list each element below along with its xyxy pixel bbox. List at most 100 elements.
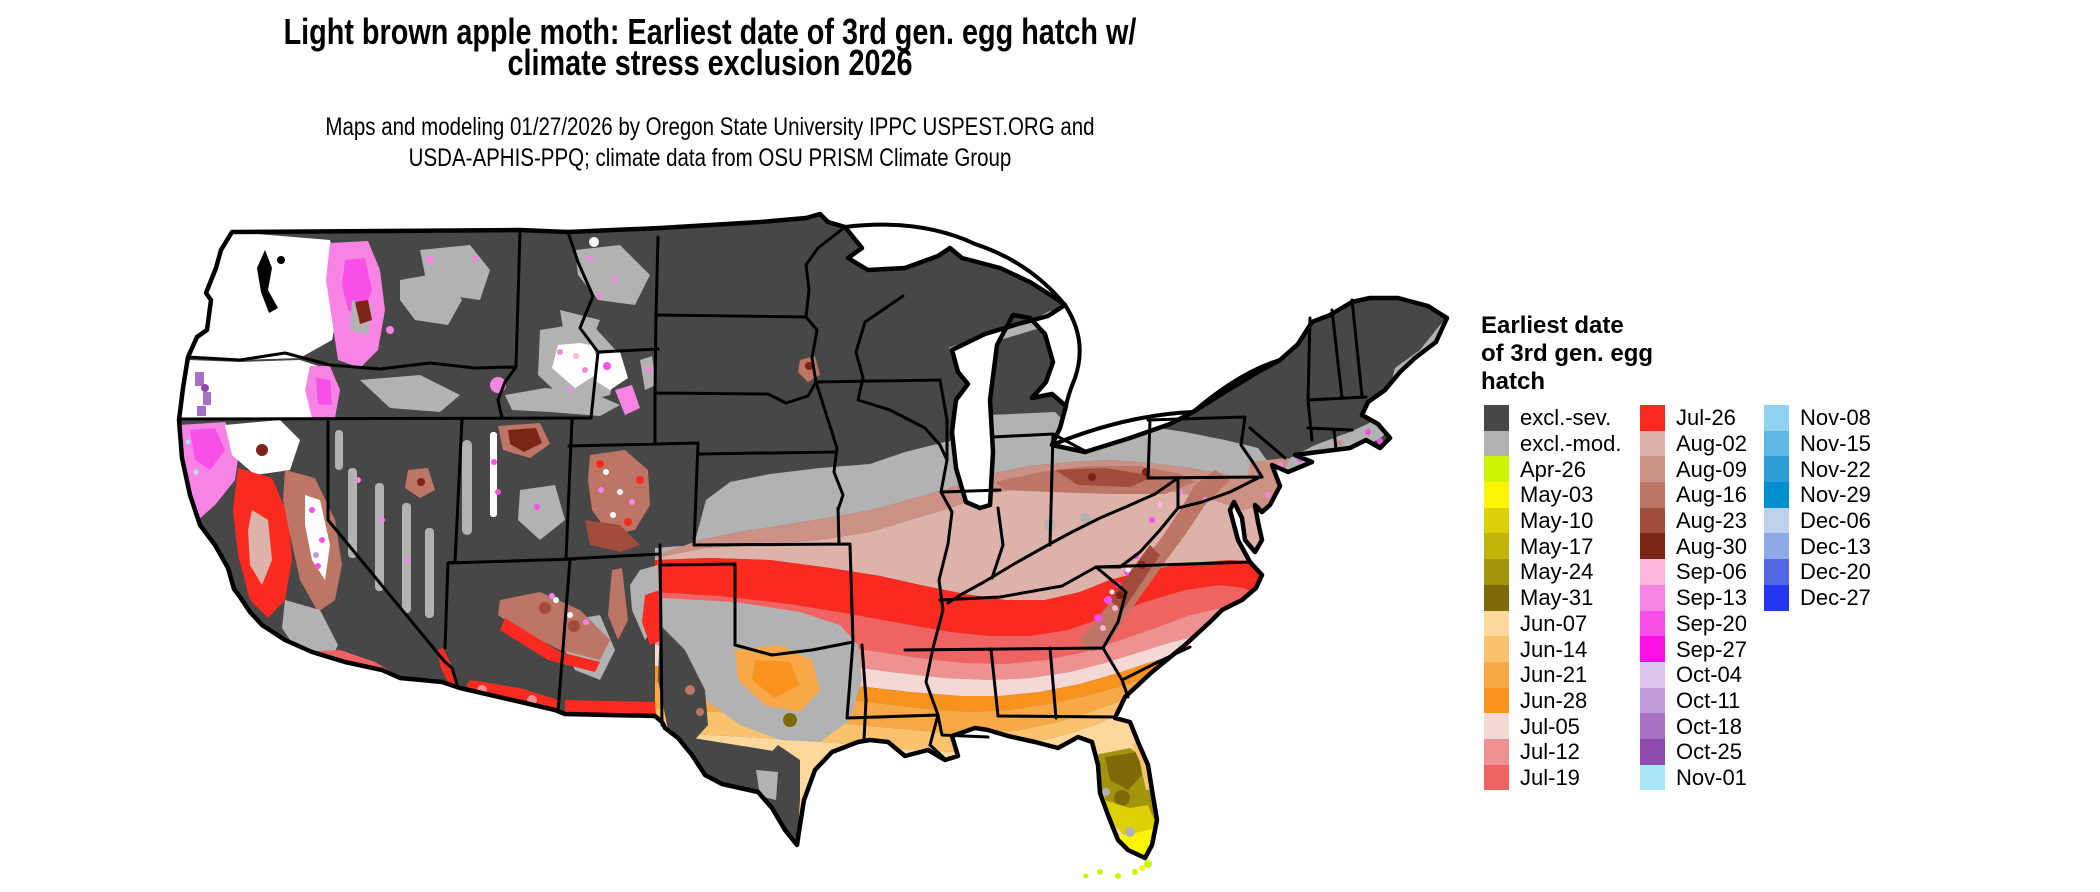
legend-swatch bbox=[1640, 687, 1665, 714]
legend-label: Jul-05 bbox=[1520, 713, 1580, 739]
legend-item: Jun-28 bbox=[1484, 687, 1621, 714]
legend-item: Jul-05 bbox=[1484, 713, 1621, 739]
legend-swatch bbox=[1640, 610, 1665, 637]
legend-swatch bbox=[1484, 738, 1509, 765]
legend-label: Apr-26 bbox=[1520, 456, 1587, 482]
legend-label: May-17 bbox=[1520, 533, 1594, 559]
legend-label: Dec-06 bbox=[1800, 508, 1871, 534]
legend-label: Jul-26 bbox=[1676, 405, 1736, 431]
legend-item: excl.-sev. bbox=[1484, 405, 1621, 431]
legend-item: Aug-16 bbox=[1640, 482, 1747, 508]
legend-label: Jun-07 bbox=[1520, 610, 1588, 636]
legend-swatch bbox=[1640, 456, 1665, 483]
legend-label: Nov-08 bbox=[1800, 405, 1871, 431]
legend-item: Sep-13 bbox=[1640, 584, 1747, 611]
legend-swatch bbox=[1484, 430, 1509, 457]
region-mt-magenta bbox=[587, 255, 618, 299]
region-texas-orange-core bbox=[752, 660, 800, 698]
legend-swatch bbox=[1484, 456, 1509, 483]
region-az-magenta bbox=[549, 593, 589, 625]
region-south-texas-gray-core bbox=[756, 770, 778, 800]
legend-item: May-17 bbox=[1484, 533, 1621, 560]
region-jun21-band bbox=[655, 670, 1165, 734]
legend-label: Nov-01 bbox=[1676, 764, 1747, 790]
legend-label: May-10 bbox=[1520, 508, 1594, 534]
legend-item: Aug-02 bbox=[1640, 430, 1747, 457]
region-jul05-band bbox=[655, 632, 1235, 696]
legend-item: Aug-09 bbox=[1640, 456, 1747, 483]
legend-label: Aug-02 bbox=[1676, 431, 1747, 457]
legend-swatch bbox=[1764, 559, 1789, 585]
legend-label: excl.-mod. bbox=[1520, 431, 1622, 457]
region-utah-magenta-dots bbox=[491, 459, 540, 510]
region-west-texas-dark bbox=[658, 625, 708, 745]
legend-item: Oct-18 bbox=[1640, 713, 1747, 739]
state-borders bbox=[177, 225, 1368, 760]
region-norcal-skyblue-dots bbox=[185, 439, 199, 475]
legend-label: Dec-13 bbox=[1800, 533, 1871, 559]
legend-swatch bbox=[1484, 610, 1509, 637]
florida-keys-apr26 bbox=[1083, 860, 1152, 879]
legend-swatch bbox=[1640, 713, 1665, 739]
legend-item: May-10 bbox=[1484, 507, 1621, 534]
legend-column-3: Nov-08 Nov-15 Nov-22 Nov-29 Dec-06 Dec-13 Dec-… bbox=[1764, 405, 1871, 611]
legend-label: Oct-11 bbox=[1676, 687, 1741, 713]
legend-label: Sep-13 bbox=[1676, 585, 1747, 611]
region-utah-gray bbox=[462, 440, 565, 540]
legend-item: Nov-22 bbox=[1764, 456, 1871, 483]
region-west-oregon-white bbox=[179, 360, 322, 419]
legend-item: Aug-30 bbox=[1640, 533, 1747, 560]
region-az-white-dots bbox=[553, 597, 573, 618]
legend-item: May-31 bbox=[1484, 584, 1621, 611]
legend-item: Nov-15 bbox=[1764, 430, 1871, 457]
region-florida-jun14-eastcoast bbox=[1132, 742, 1152, 790]
legend-item: Sep-27 bbox=[1640, 636, 1747, 662]
legend-item: Nov-01 bbox=[1640, 764, 1747, 791]
region-ohio-valley-aug23 bbox=[1055, 468, 1155, 487]
region-nm-red-east bbox=[642, 590, 662, 645]
legend-item: Dec-13 bbox=[1764, 533, 1871, 560]
legend-label: Nov-29 bbox=[1800, 482, 1871, 508]
region-mogollon-aug16 bbox=[498, 592, 610, 660]
legend-label: May-03 bbox=[1520, 482, 1594, 508]
region-appalachia-pink-specks bbox=[1100, 502, 1163, 631]
legend-label: excl.-sev. bbox=[1520, 405, 1612, 431]
region-yellowstone-white bbox=[592, 352, 628, 390]
region-sanjuan-aug23 bbox=[585, 520, 640, 552]
region-yellowstone-sep20 bbox=[603, 362, 611, 370]
legend-item: Apr-26 bbox=[1484, 456, 1621, 483]
legend-swatch bbox=[1640, 636, 1665, 662]
map-fill-layers bbox=[179, 214, 1447, 858]
legend-swatch bbox=[1484, 636, 1509, 662]
region-nj-brown-wedge bbox=[1248, 458, 1312, 512]
legend-swatch bbox=[1640, 584, 1665, 611]
region-sierra-magenta bbox=[309, 507, 325, 569]
legend-item: Jul-26 bbox=[1640, 405, 1747, 431]
legend-title-line: of 3rd gen. egg bbox=[1481, 340, 1654, 367]
region-wasatch-white bbox=[490, 432, 497, 517]
page-title: Light brown apple moth: Earliest date of… bbox=[0, 14, 1420, 83]
region-mogollon-red-fringe bbox=[500, 618, 600, 672]
legend-label: Nov-22 bbox=[1800, 456, 1871, 482]
legend-swatch bbox=[1640, 533, 1665, 560]
legend-item: Jun-14 bbox=[1484, 636, 1621, 662]
legend-swatch bbox=[1764, 584, 1789, 611]
subtitle-line-1: Maps and modeling 01/27/2026 by Oregon S… bbox=[325, 113, 1095, 141]
legend-swatch bbox=[1764, 482, 1789, 508]
region-jun28-band bbox=[655, 652, 1190, 712]
legend-item: Sep-06 bbox=[1640, 559, 1747, 585]
legend-swatch bbox=[1640, 661, 1665, 688]
legend-swatch bbox=[1764, 507, 1789, 534]
legend-label: Aug-30 bbox=[1676, 533, 1747, 559]
legend-column-2: Jul-26 Aug-02 Aug-09 Aug-16 Aug-23 Aug-30 Sep-… bbox=[1640, 405, 1747, 791]
legend-title-line: hatch bbox=[1481, 368, 1546, 395]
legend-swatch bbox=[1484, 482, 1509, 508]
title-line-2: climate stress exclusion 2026 bbox=[507, 42, 913, 83]
legend-label: Nov-15 bbox=[1800, 431, 1871, 457]
legend-swatch bbox=[1640, 738, 1665, 765]
region-or-coast-oct25 bbox=[201, 384, 209, 392]
legend-swatch bbox=[1640, 430, 1665, 457]
legend-item: Dec-06 bbox=[1764, 507, 1871, 534]
legend-swatch bbox=[1484, 764, 1509, 791]
